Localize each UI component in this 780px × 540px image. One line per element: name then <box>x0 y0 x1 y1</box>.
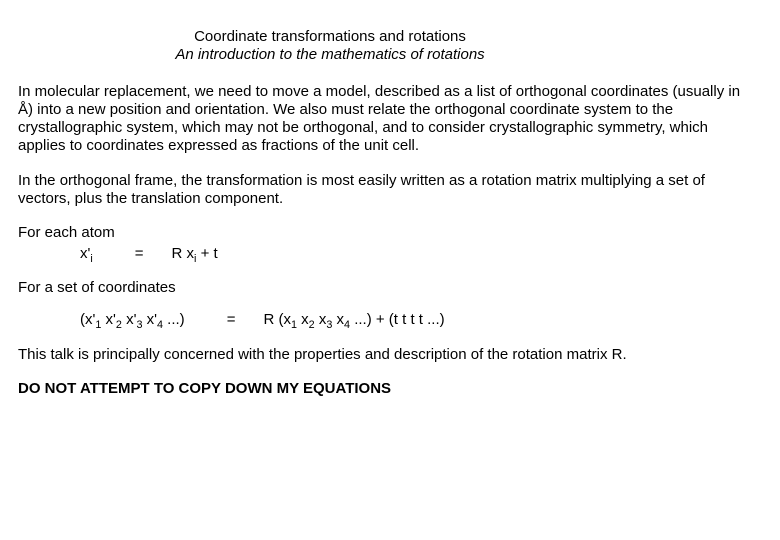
warning-line: DO NOT ATTEMPT TO COPY DOWN MY EQUATIONS <box>18 380 748 398</box>
eq-atom-equals: = <box>107 245 172 263</box>
paragraph-scope: This talk is principally concerned with … <box>18 346 748 364</box>
title-line-2: An introduction to the mathematics of ro… <box>88 46 572 64</box>
equation-set: (x'1 x'2 x'3 x'4 ...) = R (x1 x2 x3 x4 .… <box>18 311 762 329</box>
eq-set-rhs: R (x1 x2 x3 x4 ...) + (t t t t ...) <box>263 311 458 329</box>
title-line-1: Coordinate transformations and rotations <box>88 28 572 46</box>
title-block: Coordinate transformations and rotations… <box>88 28 572 65</box>
equation-atom: x'i = R xi + t <box>18 245 762 263</box>
eq-set-equals: = <box>199 311 264 329</box>
eq-set-lhs: (x'1 x'2 x'3 x'4 ...) <box>80 311 199 329</box>
paragraph-frame: In the orthogonal frame, the transformat… <box>18 172 748 209</box>
document-page: Coordinate transformations and rotations… <box>0 0 780 432</box>
atom-heading: For each atom <box>18 224 762 242</box>
set-heading: For a set of coordinates <box>18 279 762 297</box>
eq-atom-lhs: x'i <box>80 245 107 263</box>
eq-atom-rhs: R xi + t <box>172 245 232 263</box>
paragraph-intro: In molecular replacement, we need to mov… <box>18 83 748 156</box>
